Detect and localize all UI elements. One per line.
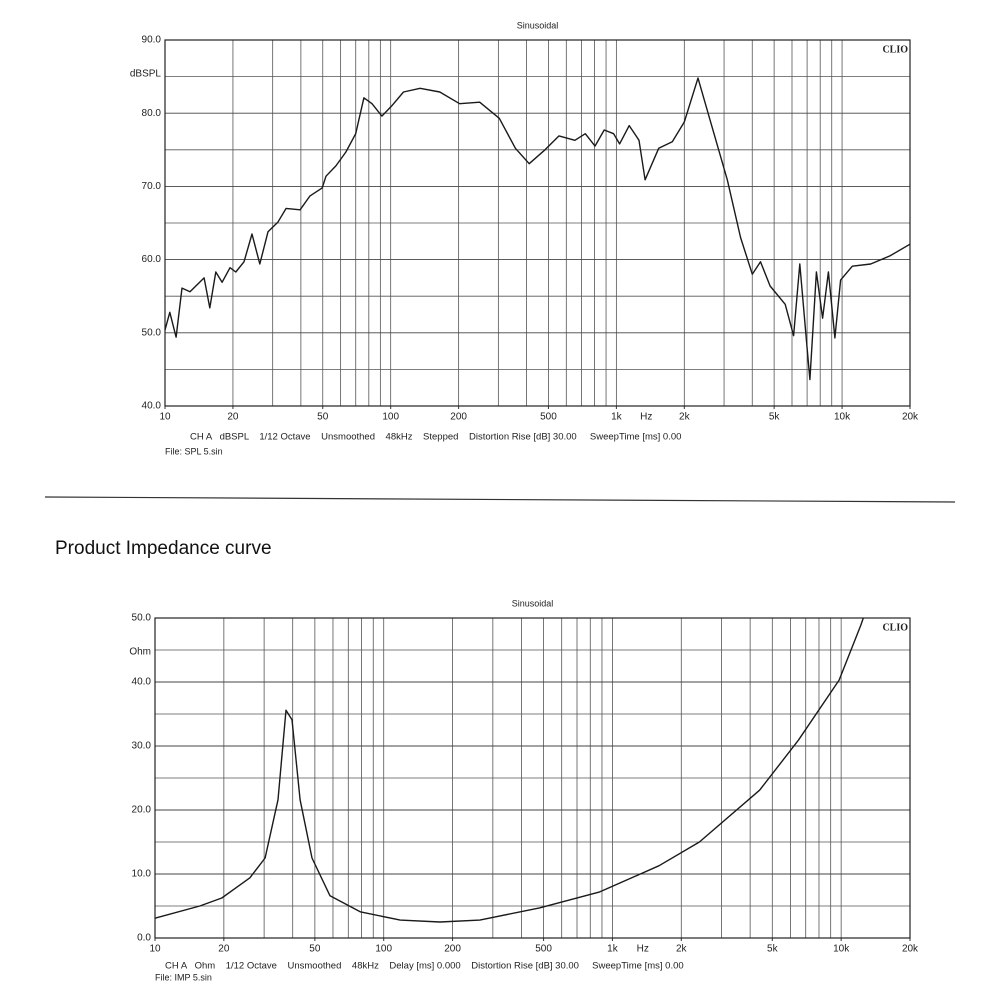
x-tick-label: 5k	[769, 412, 781, 423]
x-tick-label: 10k	[833, 944, 850, 955]
chart-title: Sinusoidal	[517, 20, 559, 30]
y-unit: Ohm	[129, 647, 151, 658]
plot-frame	[164, 39, 911, 407]
x-tick-label: 20k	[902, 944, 919, 955]
x-tick-label: 50	[309, 944, 321, 955]
y-unit: dBSPL	[130, 69, 162, 80]
data-line	[154, 617, 864, 923]
y-tick-label: 90.0	[142, 35, 162, 46]
file-name: File: IMP 5.sin	[155, 972, 212, 982]
footer: CH A dBSPL 1/12 Octave Unsmoothed 48kHz …	[190, 432, 681, 443]
x-tick-label: 1k	[607, 944, 619, 955]
x-tick-label: 10	[149, 944, 161, 955]
y-tick-label: 50.0	[142, 327, 162, 338]
x-tick-label: 500	[535, 944, 552, 955]
y-tick-label: 50.0	[132, 613, 152, 624]
data-line	[164, 77, 911, 381]
footer: CH A Ohm 1/12 Octave Unsmoothed 48kHz De…	[165, 961, 684, 972]
y-tick-label: 10.0	[132, 869, 152, 880]
y-tick-label: 40.0	[142, 401, 162, 412]
y-tick-label: 30.0	[132, 741, 152, 752]
file-name: File: SPL 5.sin	[165, 446, 223, 456]
x-tick-label: 2k	[676, 944, 688, 955]
x-tick-label: 50	[317, 412, 329, 423]
x-tick-label: 2k	[679, 412, 691, 423]
x-tick-label: 1k	[611, 412, 623, 423]
x-tick-label: 10	[159, 412, 171, 423]
x-axis-label: Hz	[637, 944, 649, 955]
x-tick-label: 200	[444, 944, 461, 955]
plot-frame	[154, 617, 911, 939]
x-tick-label: 500	[540, 412, 557, 423]
y-tick-label: 0.0	[137, 933, 151, 944]
divider	[44, 496, 956, 503]
logo: CLIO	[882, 44, 908, 55]
x-tick-label: 100	[375, 944, 392, 955]
y-tick-label: 20.0	[132, 805, 152, 816]
x-tick-label: 100	[382, 412, 399, 423]
y-tick-label: 40.0	[132, 677, 152, 688]
chart-title: Sinusoidal	[512, 598, 554, 608]
x-tick-label: 5k	[767, 944, 779, 955]
x-tick-label: 20k	[902, 412, 919, 423]
y-tick-label: 70.0	[142, 181, 162, 192]
x-axis-label: Hz	[640, 412, 652, 423]
x-tick-label: 20	[218, 944, 230, 955]
x-tick-label: 10k	[834, 412, 851, 423]
x-tick-label: 200	[450, 412, 467, 423]
logo: CLIO	[882, 622, 908, 633]
y-tick-label: 80.0	[142, 108, 162, 119]
y-tick-label: 60.0	[142, 254, 162, 265]
section-heading: Product Impedance curve	[55, 538, 272, 559]
x-tick-label: 20	[227, 412, 239, 423]
